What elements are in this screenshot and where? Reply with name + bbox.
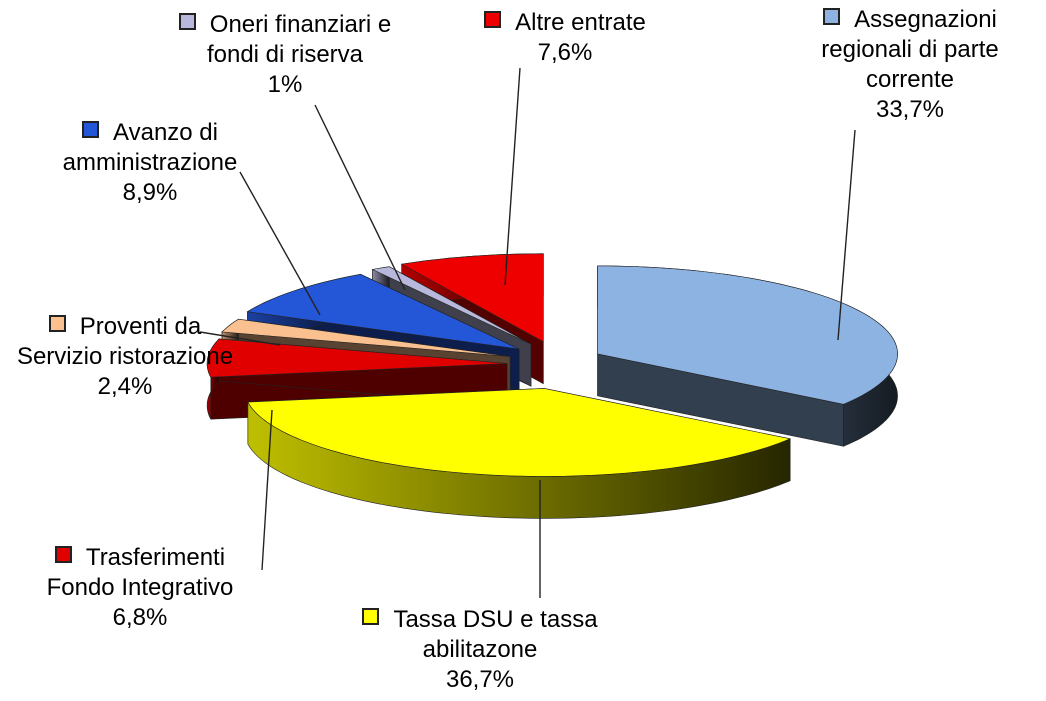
category-name: Tassa DSU e tassa abilitazone [393, 606, 598, 663]
value-label: 33,7% [875, 96, 945, 123]
value-label: 6,8% [112, 604, 168, 631]
slice [246, 273, 520, 350]
value-label: 8,9% [122, 179, 178, 206]
value-label: 2,4% [97, 373, 153, 400]
legend-entry: Avanzo di amministrazione [25, 118, 275, 178]
slice [221, 318, 511, 357]
slice [400, 253, 544, 343]
slice-label: Avanzo di amministrazione 8,9% [25, 118, 275, 208]
category-name: Avanzo di amministrazione [62, 119, 238, 176]
slice-label: Tassa DSU e tassa abilitazone 36,7% [330, 605, 630, 695]
legend-swatch [54, 546, 72, 563]
leader-line [261, 409, 273, 571]
legend-swatch [82, 121, 100, 138]
slice [371, 266, 532, 345]
leader-line [504, 67, 521, 286]
leader-line [199, 331, 281, 346]
leader-line [239, 171, 321, 316]
leader-line [837, 129, 856, 341]
slice-label: Altre entrate 7,6% [450, 8, 680, 68]
slice [247, 388, 792, 477]
legend-entry: Oneri finanziari e fondi di riserva [150, 10, 420, 70]
category-name: Altre entrate [515, 9, 646, 36]
legend-swatch [178, 13, 196, 30]
value-label: 36,7% [445, 666, 515, 693]
category-name: Oneri finanziari e fondi di riserva [206, 11, 392, 68]
slice-label: Proventi da Servizio ristorazione 2,4% [10, 312, 240, 402]
category-name: Trasferimenti Fondo Integrativo [46, 544, 234, 601]
legend-entry: Proventi da Servizio ristorazione [10, 312, 240, 372]
legend-entry: Trasferimenti Fondo Integrativo [45, 543, 235, 603]
slice-label: Assegnazioni regionali di parte corrente… [790, 5, 1030, 125]
legend-swatch [48, 315, 66, 332]
slice [597, 265, 898, 447]
slice [597, 265, 898, 405]
slice [247, 388, 792, 519]
slice-label: Trasferimenti Fondo Integrativo 6,8% [45, 543, 235, 633]
value-label: 1% [267, 71, 303, 98]
leader-line [314, 104, 406, 291]
slice [206, 338, 508, 378]
legend-entry: Altre entrate [450, 8, 680, 38]
legend-swatch [484, 11, 502, 28]
legend-swatch [362, 608, 380, 625]
slice-label: Oneri finanziari e fondi di riserva 1% [150, 10, 420, 100]
legend-entry: Tassa DSU e tassa abilitazone [330, 605, 630, 665]
legend-swatch [823, 8, 841, 25]
value-label: 7,6% [537, 39, 593, 66]
category-name: Proventi da Servizio ristorazione [16, 313, 234, 370]
legend-entry: Assegnazioni regionali di parte corrente [790, 5, 1030, 95]
category-name: Assegnazioni regionali di parte corrente [821, 6, 999, 93]
